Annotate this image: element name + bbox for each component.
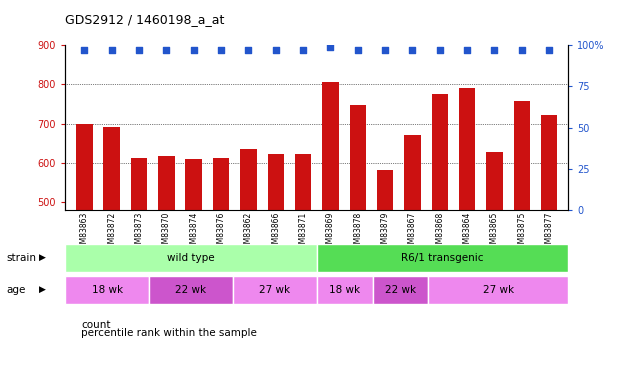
Bar	[373, 276, 428, 304]
Point	[325, 44, 335, 50]
Point	[243, 47, 253, 53]
Point	[298, 47, 308, 53]
Text: GDS2912 / 1460198_a_at: GDS2912 / 1460198_a_at	[65, 13, 225, 26]
Text: strain: strain	[6, 253, 36, 263]
Point	[107, 47, 117, 53]
Bar	[350, 105, 366, 375]
Bar	[233, 276, 317, 304]
Bar	[149, 276, 233, 304]
Point	[353, 47, 363, 53]
Bar	[65, 276, 149, 304]
Bar	[317, 276, 373, 304]
Point	[189, 47, 199, 53]
Bar	[240, 149, 256, 375]
Bar	[76, 124, 93, 375]
Point	[380, 47, 390, 53]
Bar	[404, 135, 420, 375]
Bar	[486, 152, 502, 375]
Text: 27 wk: 27 wk	[259, 285, 291, 295]
Bar	[322, 81, 338, 375]
Text: 22 wk: 22 wk	[385, 285, 416, 295]
Bar	[541, 115, 557, 375]
Bar	[377, 170, 393, 375]
Text: count: count	[81, 320, 111, 330]
Text: 18 wk: 18 wk	[329, 285, 360, 295]
Text: ▶: ▶	[39, 254, 46, 262]
Point	[161, 47, 171, 53]
Point	[216, 47, 226, 53]
Bar	[459, 88, 475, 375]
Bar	[317, 244, 568, 272]
Text: wild type: wild type	[167, 253, 215, 263]
Point	[489, 47, 499, 53]
Bar	[428, 276, 568, 304]
Point	[134, 47, 144, 53]
Bar	[213, 158, 229, 375]
Bar	[65, 244, 317, 272]
Point	[435, 47, 445, 53]
Text: R6/1 transgenic: R6/1 transgenic	[401, 253, 484, 263]
Text: 18 wk: 18 wk	[91, 285, 123, 295]
Bar	[268, 154, 284, 375]
Point	[79, 47, 89, 53]
Bar	[432, 94, 448, 375]
Text: percentile rank within the sample: percentile rank within the sample	[81, 328, 257, 338]
Bar	[131, 158, 147, 375]
Text: 27 wk: 27 wk	[483, 285, 514, 295]
Bar	[514, 101, 530, 375]
Point	[462, 47, 472, 53]
Bar	[295, 154, 311, 375]
Bar	[158, 156, 175, 375]
Point	[407, 47, 417, 53]
Point	[544, 47, 554, 53]
Text: ▶: ▶	[39, 285, 46, 294]
Point	[271, 47, 281, 53]
Text: age: age	[6, 285, 25, 295]
Bar	[104, 128, 120, 375]
Text: 22 wk: 22 wk	[175, 285, 207, 295]
Bar	[186, 159, 202, 375]
Point	[517, 47, 527, 53]
